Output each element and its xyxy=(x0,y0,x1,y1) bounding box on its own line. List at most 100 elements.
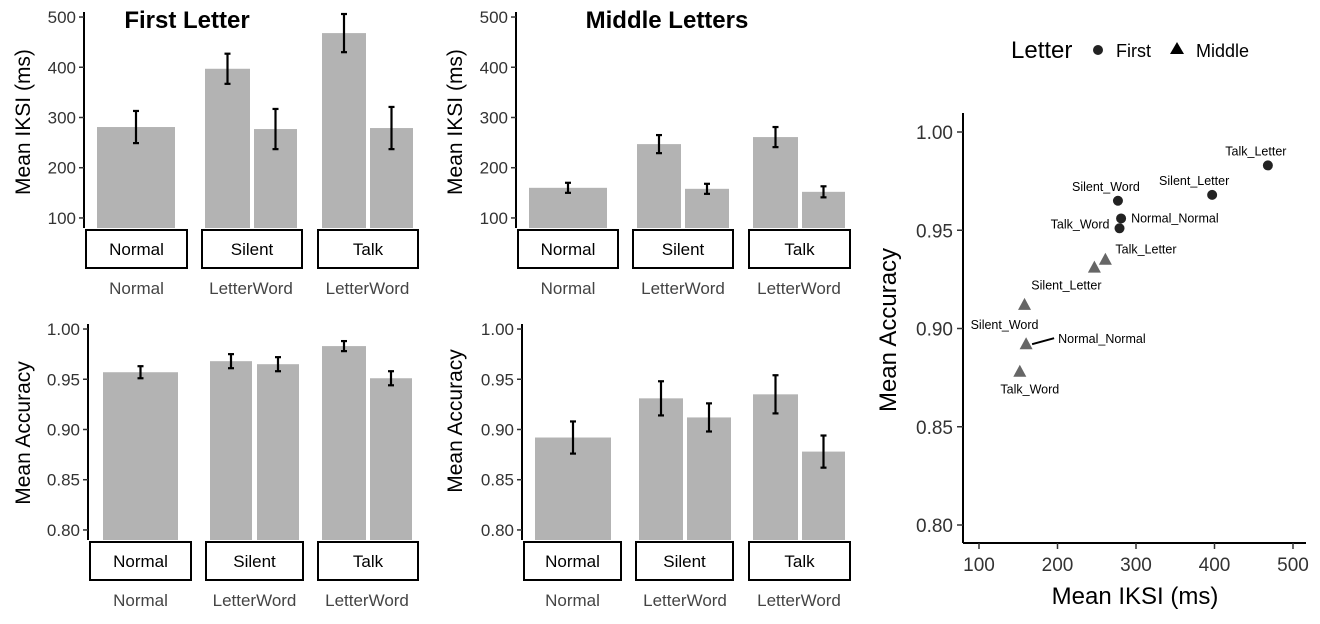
error-bar xyxy=(704,182,710,195)
point-marker xyxy=(1013,364,1027,377)
x-tick-label: LetterWord xyxy=(213,591,297,610)
x-tick-label: 400 xyxy=(1199,555,1231,576)
point-label: Talk_Letter xyxy=(1115,243,1176,257)
bar-silent-letter xyxy=(639,398,683,540)
error-bar xyxy=(656,133,662,155)
error-bar xyxy=(228,353,234,370)
ylabel-acc-middle: Mean Accuracy xyxy=(444,349,467,493)
scatter-point-middle-silent-letter: Silent_Letter xyxy=(1031,260,1101,293)
y-tick-label: 200 xyxy=(480,159,508,178)
legend-triangle-icon xyxy=(1170,42,1184,54)
ylabel-scatter: Mean Accuracy xyxy=(875,248,902,412)
facet-strip-talk xyxy=(317,229,419,269)
y-tick-label: 0.95 xyxy=(916,221,953,242)
facet-strip-talk xyxy=(748,229,851,269)
scatter-point-first-silent-letter: Silent_Letter xyxy=(1159,174,1229,200)
bar-panel-acc_middle: Normal Normal Silent LetterWord Talk LetterWo… xyxy=(481,320,851,610)
bar-talk-letter xyxy=(322,346,366,540)
legend-label-first: First xyxy=(1116,41,1151,61)
error-bar xyxy=(341,12,347,54)
facet-label: Silent xyxy=(233,552,276,571)
point-label: Normal_Normal xyxy=(1131,211,1219,225)
ylabel-iksi-first: Mean IKSI (ms) xyxy=(12,49,35,195)
x-tick-label: 300 xyxy=(1120,555,1152,576)
point-marker xyxy=(1207,189,1218,200)
error-bar xyxy=(272,107,279,151)
error-bar xyxy=(224,52,231,85)
error-bar xyxy=(388,370,394,387)
x-tick-label: 500 xyxy=(1277,555,1309,576)
error-bar xyxy=(275,356,281,373)
bar-panel-iksi_first: Normal Normal Silent LetterWord Talk LetterWo… xyxy=(48,8,419,298)
y-tick-label: 0.85 xyxy=(916,418,953,439)
ylabel-iksi-middle: Mean IKSI (ms) xyxy=(444,49,467,195)
panel-title-first-letter: First Letter xyxy=(124,7,249,34)
point-marker xyxy=(1112,195,1123,206)
point-label: Normal_Normal xyxy=(1058,332,1146,346)
facet-strip-talk xyxy=(748,541,851,581)
y-tick-label: 100 xyxy=(48,209,76,228)
bar-silent-letter xyxy=(205,68,250,228)
facet-strip-silent xyxy=(205,541,304,581)
y-tick-label: 0.90 xyxy=(916,320,953,341)
error-bar xyxy=(772,374,779,415)
scatter-point-middle-talk-word: Talk_Word xyxy=(1000,364,1059,397)
point-label: Talk_Word xyxy=(1051,217,1110,231)
facet-label: Talk xyxy=(784,240,815,259)
bar-silent-letter xyxy=(637,144,681,228)
error-bar xyxy=(820,434,827,469)
x-tick-label: LetterWord xyxy=(643,591,727,610)
facet-strip-normal xyxy=(517,229,619,269)
x-tick-label: 100 xyxy=(963,555,995,576)
point-marker xyxy=(1018,297,1032,310)
scatter-point-first-silent-word: Silent_Word xyxy=(1072,180,1140,206)
bar-silent-word xyxy=(687,417,731,540)
facet-strip-normal xyxy=(523,541,622,581)
y-tick-label: 400 xyxy=(480,58,508,77)
bar-silent-word xyxy=(257,364,299,540)
facet-label: Normal xyxy=(545,552,600,571)
point-label: Silent_Word xyxy=(1072,180,1140,194)
y-tick-label: 1.00 xyxy=(481,320,514,339)
x-tick-label: LetterWord xyxy=(209,279,293,298)
facet-label: Normal xyxy=(113,552,168,571)
scatter-point-first-normal-normal: Normal_Normal xyxy=(1116,211,1219,225)
facet-strip-silent xyxy=(201,229,303,269)
error-bar xyxy=(388,105,395,151)
y-tick-label: 200 xyxy=(48,159,76,178)
facet-strip-talk xyxy=(317,541,419,581)
legend-circle-icon xyxy=(1093,45,1103,55)
y-tick-label: 100 xyxy=(480,209,508,228)
scatter-point-middle-talk-letter: Talk_Letter xyxy=(1098,243,1177,265)
legend-label-middle: Middle xyxy=(1196,41,1249,61)
x-tick-label: LetterWord xyxy=(326,279,410,298)
xlabel-scatter: Mean IKSI (ms) xyxy=(1052,583,1219,610)
x-tick-label: LetterWord xyxy=(641,279,725,298)
y-tick-label: 0.80 xyxy=(916,516,953,537)
bar-silent-letter xyxy=(210,361,252,540)
bar-panel-iksi_middle: Normal Normal Silent LetterWord Talk LetterWo… xyxy=(480,8,851,298)
x-tick-label: Normal xyxy=(109,279,164,298)
y-tick-label: 300 xyxy=(480,108,508,127)
facet-strip-silent xyxy=(632,229,734,269)
point-marker xyxy=(1116,213,1127,224)
x-tick-label: Normal xyxy=(113,591,168,610)
error-bar xyxy=(772,125,779,149)
scatter-point-first-talk-word: Talk_Word xyxy=(1051,217,1125,234)
facet-label: Normal xyxy=(541,240,596,259)
facet-strip-normal xyxy=(85,229,188,269)
facet-strip-normal xyxy=(89,541,192,581)
x-tick-label: LetterWord xyxy=(325,591,409,610)
bar-silent-word xyxy=(685,188,729,228)
bar-talk-word xyxy=(370,378,412,540)
x-tick-label: Normal xyxy=(545,591,600,610)
scatter-point-middle-silent-word: Silent_Word xyxy=(971,297,1039,332)
y-tick-label: 500 xyxy=(48,8,76,27)
facet-label: Talk xyxy=(353,240,384,259)
y-tick-label: 1.00 xyxy=(916,123,953,144)
y-tick-label: 0.90 xyxy=(47,420,80,439)
error-bar xyxy=(658,380,664,417)
y-tick-label: 300 xyxy=(48,108,76,127)
y-tick-label: 0.95 xyxy=(47,370,80,389)
